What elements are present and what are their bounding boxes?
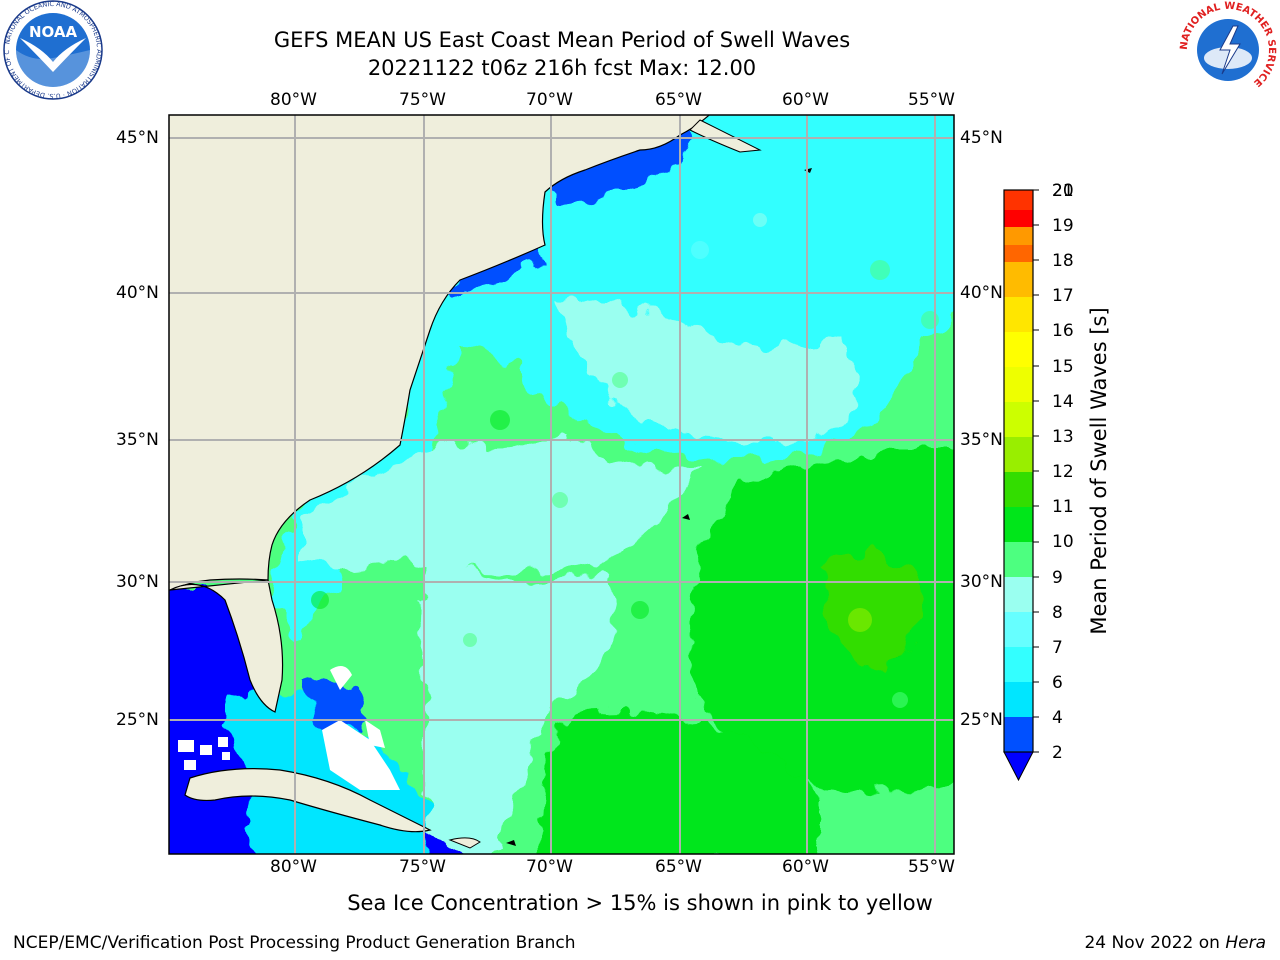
colorbar-segment bbox=[1004, 437, 1033, 472]
colorbar-tick-label: 4 bbox=[1052, 708, 1063, 728]
lon-label-bottom: 75°W bbox=[399, 857, 446, 877]
lon-label-bottom: 65°W bbox=[655, 857, 702, 877]
colorbar-segment bbox=[1004, 367, 1033, 402]
colorbar-segment bbox=[1004, 647, 1033, 682]
lat-label-left: 35°N bbox=[116, 430, 159, 450]
colorbar-tick-label: 18 bbox=[1052, 251, 1074, 271]
colorbar-segment bbox=[1004, 682, 1033, 717]
footer-date-text: 24 Nov 2022 on bbox=[1084, 933, 1225, 953]
colorbar-segment bbox=[1004, 507, 1033, 542]
colorbar-tick-label: 15 bbox=[1052, 357, 1074, 377]
colorbar-extend-arrow bbox=[1004, 752, 1033, 780]
colorbar-segment bbox=[1004, 297, 1033, 332]
ice-note: Sea Ice Concentration > 15% is shown in … bbox=[347, 891, 933, 915]
lon-label-top: 65°W bbox=[655, 90, 702, 110]
lat-label-left: 40°N bbox=[116, 283, 159, 303]
lat-label-right: 40°N bbox=[960, 283, 1003, 303]
colorbar-tick-label: 2 bbox=[1052, 743, 1063, 763]
colorbar-tick-label: 9 bbox=[1052, 568, 1063, 588]
map-caption: Sea Ice Concentration > 15% is shown in … bbox=[0, 891, 1280, 915]
colorbar-segment bbox=[1004, 210, 1033, 227]
colorbar-label: Mean Period of Swell Waves [s] bbox=[1087, 307, 1111, 634]
colorbar-tick-label: 8 bbox=[1052, 603, 1063, 623]
colorbar-tick-label: 13 bbox=[1052, 427, 1074, 447]
lat-label-right: 45°N bbox=[960, 128, 1003, 148]
lon-label-bottom: 60°W bbox=[782, 857, 829, 877]
lon-label-top: 60°W bbox=[782, 90, 829, 110]
colorbar-tick-label: 7 bbox=[1052, 638, 1063, 658]
map-area bbox=[160, 105, 965, 865]
colorbar-tick-label: 17 bbox=[1052, 286, 1074, 306]
lat-label-left: 30°N bbox=[116, 572, 159, 592]
lat-label-left: 45°N bbox=[116, 128, 159, 148]
lon-label-bottom: 70°W bbox=[526, 857, 573, 877]
colorbar-tick-label: 6 bbox=[1052, 673, 1063, 693]
lon-label-bottom: 55°W bbox=[908, 857, 955, 877]
colorbar-tick-label: 12 bbox=[1052, 462, 1074, 482]
footer-date: 24 Nov 2022 on Hera bbox=[1084, 933, 1266, 953]
colorbar-tick-label: 10 bbox=[1052, 532, 1074, 552]
colorbar bbox=[1004, 190, 1039, 780]
colorbar-segment bbox=[1004, 262, 1033, 297]
colorbar-tick-label: 16 bbox=[1052, 321, 1074, 341]
swell-period-map: Mean Period of Swell Waves [s] bbox=[0, 0, 1280, 960]
lat-label-right: 35°N bbox=[960, 430, 1003, 450]
colorbar-segment bbox=[1004, 245, 1033, 262]
lat-label-right: 25°N bbox=[960, 710, 1003, 730]
colorbar-tick-label-top: 21 bbox=[1052, 181, 1074, 201]
colorbar-tick-label: 19 bbox=[1052, 216, 1074, 236]
colorbar-segment bbox=[1004, 717, 1033, 752]
lon-label-top: 80°W bbox=[270, 90, 317, 110]
colorbar-segment bbox=[1004, 402, 1033, 437]
colorbar-segment bbox=[1004, 612, 1033, 647]
colorbar-segment bbox=[1004, 472, 1033, 507]
lat-label-left: 25°N bbox=[116, 710, 159, 730]
colorbar-tick-label: 14 bbox=[1052, 392, 1074, 412]
lon-label-top: 55°W bbox=[908, 90, 955, 110]
lon-label-bottom: 80°W bbox=[270, 857, 317, 877]
lat-label-right: 30°N bbox=[960, 572, 1003, 592]
colorbar-tick-label: 11 bbox=[1052, 497, 1074, 517]
lon-label-top: 70°W bbox=[526, 90, 573, 110]
footer-host: Hera bbox=[1225, 933, 1266, 953]
lon-label-top: 75°W bbox=[399, 90, 446, 110]
colorbar-segment bbox=[1004, 577, 1033, 612]
colorbar-segment bbox=[1004, 542, 1033, 577]
colorbar-segment bbox=[1004, 332, 1033, 367]
footer-branch: NCEP/EMC/Verification Post Processing Pr… bbox=[13, 933, 576, 953]
